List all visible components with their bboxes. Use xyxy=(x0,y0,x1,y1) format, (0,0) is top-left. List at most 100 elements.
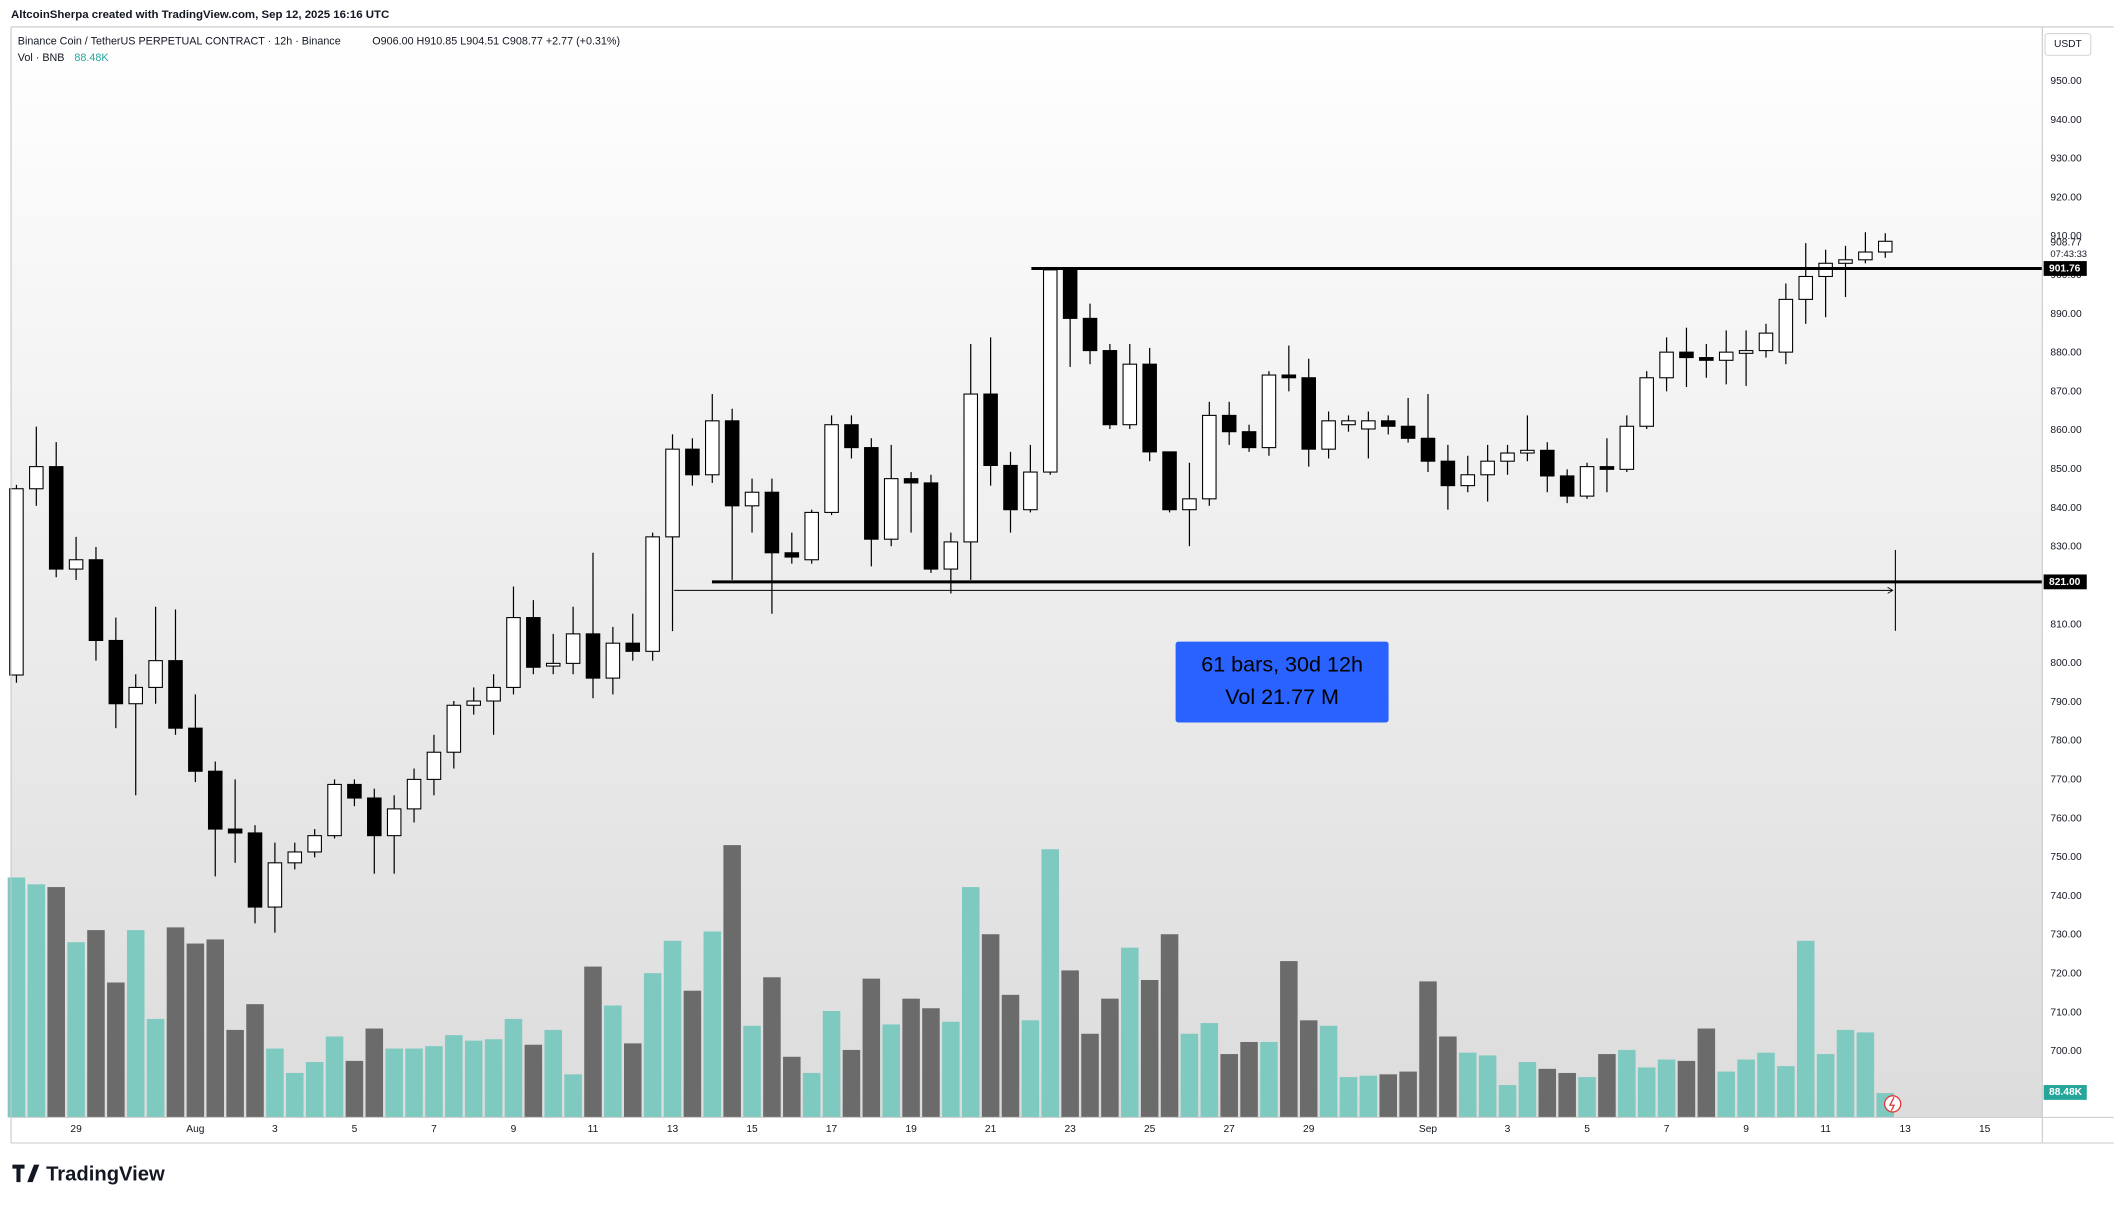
currency: USDT xyxy=(2054,39,2083,50)
plot-background xyxy=(11,26,2043,1118)
candle-body xyxy=(844,424,859,449)
volume-bar xyxy=(445,1035,463,1118)
volume-bar xyxy=(1280,961,1298,1118)
volume-bar xyxy=(1299,1020,1318,1118)
candle-body xyxy=(367,797,382,837)
volume-bar xyxy=(1538,1068,1557,1118)
volume-bar xyxy=(1419,981,1437,1118)
candle-body xyxy=(943,541,959,570)
y-tick-label: 860.00 xyxy=(2050,425,2082,436)
volume-bar xyxy=(723,845,741,1118)
volume-bar xyxy=(1041,849,1060,1118)
volume-bar xyxy=(305,1062,324,1118)
y-tick-label: 760.00 xyxy=(2050,813,2082,824)
candle-body xyxy=(1202,414,1217,500)
volume-bar xyxy=(703,931,722,1118)
volume-bar xyxy=(1677,1060,1696,1118)
candle-body xyxy=(705,420,720,476)
candle-body xyxy=(784,552,800,558)
level-badge xyxy=(2043,261,2087,276)
candle-body xyxy=(1778,298,1794,353)
candle-body xyxy=(545,662,561,667)
candle-body xyxy=(883,478,899,540)
candle-body xyxy=(1460,474,1476,487)
alert-icon-glyph xyxy=(1888,1096,1896,1111)
volume-bar xyxy=(623,1043,642,1118)
y-tick-label: 770.00 xyxy=(2050,774,2082,785)
volume-bar xyxy=(1379,1074,1398,1118)
volume-bar xyxy=(544,1029,562,1118)
volume-bar xyxy=(1359,1075,1378,1118)
volume-bar xyxy=(246,1004,264,1118)
candle-body xyxy=(983,393,998,466)
y-tick-label: 930.00 xyxy=(2050,154,2082,165)
candle-body xyxy=(645,536,660,652)
credit: AltcoinSherpa created with TradingView.c… xyxy=(11,9,389,21)
volume-bar xyxy=(683,990,702,1118)
candle-body xyxy=(804,511,819,561)
x-tick-label: 5 xyxy=(1584,1124,1590,1135)
volume-bar xyxy=(1021,1020,1040,1118)
volume-bar xyxy=(1140,980,1159,1118)
alert-icon[interactable] xyxy=(1883,1095,1902,1113)
volume-bar xyxy=(464,1040,483,1118)
candle-body xyxy=(68,559,84,570)
volume-bar xyxy=(1319,1025,1338,1118)
volume-bar xyxy=(1240,1041,1258,1118)
x-tick-label: 15 xyxy=(1979,1124,1991,1135)
y-tick-label: 810.00 xyxy=(2050,619,2082,630)
currency-box[interactable] xyxy=(2044,33,2092,56)
volume-bar xyxy=(564,1074,582,1118)
candle-body xyxy=(1559,475,1575,497)
candle-body xyxy=(1877,240,1893,253)
x-tick-label: 13 xyxy=(667,1124,679,1135)
candle-body xyxy=(406,778,422,810)
x-tick-label: 3 xyxy=(272,1124,278,1135)
volume-badge xyxy=(2043,1085,2087,1100)
candle-body xyxy=(565,633,581,664)
volume-badge-label: 88.48K xyxy=(2049,1087,2083,1098)
candle-body xyxy=(1520,449,1535,454)
x-tick-label: 7 xyxy=(431,1124,437,1135)
y-tick-label: 790.00 xyxy=(2050,697,2082,708)
candle-body xyxy=(1301,377,1316,450)
x-tick-label: 9 xyxy=(511,1124,517,1135)
candle-body xyxy=(1639,377,1654,427)
x-tick-label: 21 xyxy=(985,1124,997,1135)
volume-bar xyxy=(1637,1067,1656,1118)
y-tick-label: 700.00 xyxy=(2050,1046,2082,1057)
candle-body xyxy=(307,835,322,853)
candle-body xyxy=(1500,452,1515,462)
volume-bar xyxy=(166,927,185,1118)
volume-bar xyxy=(1061,970,1079,1118)
x-tick-label: 5 xyxy=(352,1124,358,1135)
marks-layer xyxy=(7,232,2043,1118)
candle-body xyxy=(1599,466,1615,470)
countdown: 07:43:33 xyxy=(2050,248,2087,259)
logo-mark xyxy=(12,1164,40,1183)
volume-bar xyxy=(206,939,225,1118)
y-tick-label: 880.00 xyxy=(2050,348,2082,359)
candle-body xyxy=(29,466,44,490)
candle-body xyxy=(287,851,303,864)
volume-bar xyxy=(385,1048,403,1118)
volume-bar xyxy=(942,1021,960,1118)
measure-text: 61 bars, 30d 12h xyxy=(1201,652,1363,677)
candle-body xyxy=(347,783,362,799)
candle-body xyxy=(148,660,163,688)
candle-body xyxy=(247,832,263,908)
x-tick-label: 9 xyxy=(1743,1124,1749,1135)
candle-body xyxy=(585,633,601,679)
volume-bar xyxy=(743,1025,761,1118)
candle-body xyxy=(744,491,760,507)
overlay-layer: 700.00 710.00 720.00 730.00 740.00 750.00 760.… xyxy=(70,76,2087,1135)
y-tick-label: 950.00 xyxy=(2050,76,2082,87)
volume-bar xyxy=(1121,947,1139,1118)
volume-bar xyxy=(1081,1033,1099,1118)
volume-bar xyxy=(1836,1029,1855,1118)
volume-bar xyxy=(1856,1032,1875,1118)
y-tick-label: 780.00 xyxy=(2050,736,2082,747)
volume-bar xyxy=(1478,1055,1497,1118)
volume-bar xyxy=(1598,1054,1616,1118)
